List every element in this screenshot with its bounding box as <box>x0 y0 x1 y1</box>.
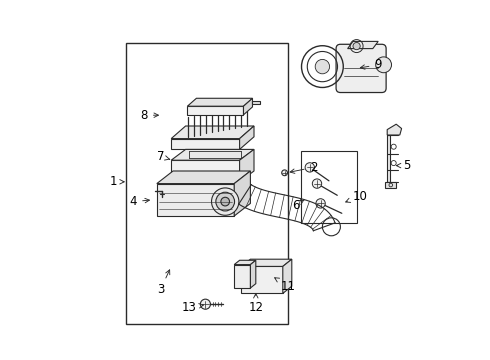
Polygon shape <box>240 126 254 149</box>
Text: 3: 3 <box>157 270 170 296</box>
Polygon shape <box>171 126 254 139</box>
Text: 6: 6 <box>292 199 304 212</box>
Text: 9: 9 <box>360 58 382 71</box>
Polygon shape <box>157 184 234 216</box>
Ellipse shape <box>251 272 273 288</box>
Polygon shape <box>234 265 250 288</box>
Bar <box>301 151 357 223</box>
Circle shape <box>316 199 325 208</box>
Ellipse shape <box>255 275 270 285</box>
Text: 5: 5 <box>396 159 411 172</box>
Polygon shape <box>250 260 256 288</box>
Polygon shape <box>171 139 240 149</box>
Polygon shape <box>187 106 244 115</box>
Text: 4: 4 <box>130 195 149 208</box>
Circle shape <box>216 192 235 211</box>
Polygon shape <box>242 259 292 266</box>
Circle shape <box>212 188 239 215</box>
Polygon shape <box>386 182 396 188</box>
Polygon shape <box>387 135 390 182</box>
Text: 8: 8 <box>141 109 158 122</box>
Text: 11: 11 <box>275 278 295 293</box>
Text: 13: 13 <box>182 301 203 314</box>
Circle shape <box>315 59 330 74</box>
Text: 10: 10 <box>346 190 368 203</box>
Polygon shape <box>252 101 260 104</box>
Circle shape <box>282 170 288 176</box>
Text: 7: 7 <box>157 150 170 163</box>
Circle shape <box>305 163 315 172</box>
Polygon shape <box>347 41 378 49</box>
Polygon shape <box>234 260 256 265</box>
Circle shape <box>353 42 360 50</box>
Polygon shape <box>171 160 240 182</box>
Polygon shape <box>283 259 292 293</box>
Text: 12: 12 <box>248 294 263 314</box>
Polygon shape <box>387 124 402 135</box>
Polygon shape <box>157 171 250 184</box>
Polygon shape <box>187 98 252 106</box>
Polygon shape <box>234 171 250 216</box>
Circle shape <box>221 197 229 206</box>
Circle shape <box>200 299 210 309</box>
Polygon shape <box>171 149 254 160</box>
Polygon shape <box>242 266 283 293</box>
Bar <box>237 270 247 283</box>
Bar <box>126 43 288 324</box>
Text: 1: 1 <box>110 175 124 188</box>
FancyBboxPatch shape <box>336 44 386 93</box>
Text: 2: 2 <box>290 161 317 174</box>
Polygon shape <box>240 149 254 182</box>
Circle shape <box>376 57 392 73</box>
Polygon shape <box>244 98 252 115</box>
Circle shape <box>312 179 321 188</box>
